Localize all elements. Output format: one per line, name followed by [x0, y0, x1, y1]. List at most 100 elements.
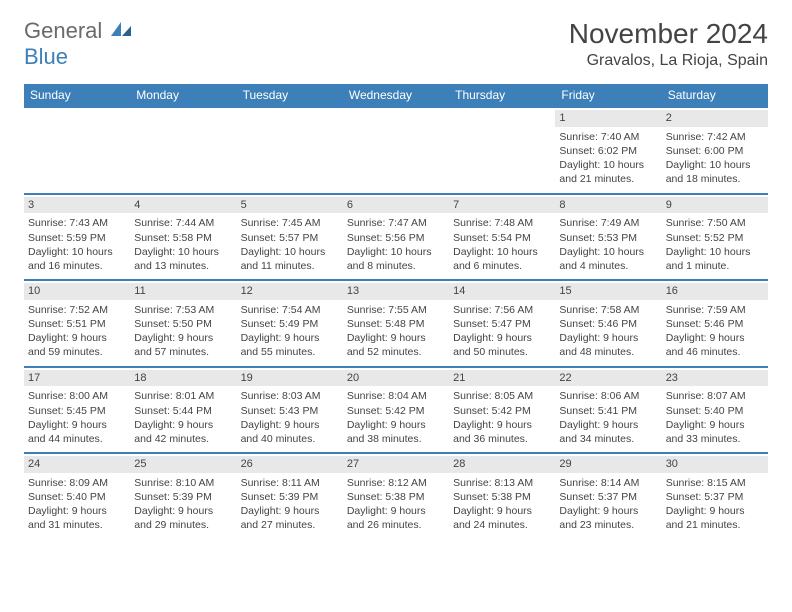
calendar-empty-cell — [24, 107, 130, 194]
weekday-header: Friday — [555, 84, 661, 107]
calendar-day-cell: 12Sunrise: 7:54 AMSunset: 5:49 PMDayligh… — [237, 280, 343, 367]
day-number: 27 — [343, 456, 449, 473]
calendar-table: SundayMondayTuesdayWednesdayThursdayFrid… — [24, 84, 768, 539]
calendar-day-cell: 4Sunrise: 7:44 AMSunset: 5:58 PMDaylight… — [130, 194, 236, 281]
day-number: 11 — [130, 283, 236, 300]
day-number: 17 — [24, 370, 130, 387]
calendar-day-cell: 1Sunrise: 7:40 AMSunset: 6:02 PMDaylight… — [555, 107, 661, 194]
sunset-text: Sunset: 5:38 PM — [347, 490, 445, 504]
daylight-text: and 40 minutes. — [241, 432, 339, 446]
calendar-day-cell: 20Sunrise: 8:04 AMSunset: 5:42 PMDayligh… — [343, 367, 449, 454]
daylight-text: Daylight: 9 hours — [559, 331, 657, 345]
sunrise-text: Sunrise: 8:01 AM — [134, 389, 232, 403]
calendar-day-cell: 28Sunrise: 8:13 AMSunset: 5:38 PMDayligh… — [449, 453, 555, 539]
sunset-text: Sunset: 5:58 PM — [134, 231, 232, 245]
day-number: 1 — [555, 110, 661, 127]
header: General Blue November 2024 Gravalos, La … — [24, 18, 768, 70]
sunrise-text: Sunrise: 7:55 AM — [347, 303, 445, 317]
daylight-text: Daylight: 10 hours — [666, 245, 764, 259]
calendar-day-cell: 13 Sunrise: 7:55 AMSunset: 5:48 PMDayligh… — [343, 280, 449, 367]
calendar-week-row: 10Sunrise: 7:52 AMSunset: 5:51 PMDayligh… — [24, 280, 768, 367]
sunrise-text: Sunrise: 7:58 AM — [559, 303, 657, 317]
calendar-day-cell: 9Sunrise: 7:50 AMSunset: 5:52 PMDaylight… — [662, 194, 768, 281]
daylight-text: and 52 minutes. — [347, 345, 445, 359]
sunset-text: Sunset: 5:47 PM — [453, 317, 551, 331]
sunrise-text: Sunrise: 8:04 AM — [347, 389, 445, 403]
title-block: November 2024 Gravalos, La Rioja, Spain — [569, 18, 768, 70]
daylight-text: and 11 minutes. — [241, 259, 339, 273]
calendar-day-cell: 17Sunrise: 8:00 AMSunset: 5:45 PMDayligh… — [24, 367, 130, 454]
day-number: 12 — [237, 283, 343, 300]
daylight-text: and 8 minutes. — [347, 259, 445, 273]
daylight-text: and 21 minutes. — [666, 518, 764, 532]
sunset-text: Sunset: 6:02 PM — [559, 144, 657, 158]
daylight-text: Daylight: 10 hours — [241, 245, 339, 259]
day-number: 13 — [343, 283, 449, 300]
sunset-text: Sunset: 5:56 PM — [347, 231, 445, 245]
sunrise-text: Sunrise: 8:11 AM — [241, 476, 339, 490]
daylight-text: and 46 minutes. — [666, 345, 764, 359]
calendar-day-cell: 30Sunrise: 8:15 AMSunset: 5:37 PMDayligh… — [662, 453, 768, 539]
sunset-text: Sunset: 5:38 PM — [453, 490, 551, 504]
weekday-header: Thursday — [449, 84, 555, 107]
daylight-text: Daylight: 10 hours — [134, 245, 232, 259]
logo-text-blue: Blue — [24, 44, 68, 69]
logo-sail-icon — [109, 20, 133, 38]
daylight-text: Daylight: 10 hours — [28, 245, 126, 259]
daylight-text: and 34 minutes. — [559, 432, 657, 446]
daylight-text: Daylight: 10 hours — [347, 245, 445, 259]
sunrise-text: Sunrise: 7:52 AM — [28, 303, 126, 317]
daylight-text: and 36 minutes. — [453, 432, 551, 446]
sunset-text: Sunset: 5:50 PM — [134, 317, 232, 331]
daylight-text: Daylight: 10 hours — [559, 158, 657, 172]
daylight-text: and 38 minutes. — [347, 432, 445, 446]
sunset-text: Sunset: 5:57 PM — [241, 231, 339, 245]
calendar-day-cell: 5Sunrise: 7:45 AMSunset: 5:57 PMDaylight… — [237, 194, 343, 281]
sunset-text: Sunset: 5:40 PM — [28, 490, 126, 504]
sunrise-text: Sunrise: 8:15 AM — [666, 476, 764, 490]
sunset-text: Sunset: 5:59 PM — [28, 231, 126, 245]
daylight-text: and 29 minutes. — [134, 518, 232, 532]
sunset-text: Sunset: 5:46 PM — [559, 317, 657, 331]
daylight-text: Daylight: 9 hours — [134, 418, 232, 432]
day-number: 20 — [343, 370, 449, 387]
daylight-text: and 48 minutes. — [559, 345, 657, 359]
sunset-text: Sunset: 5:42 PM — [347, 404, 445, 418]
daylight-text: Daylight: 9 hours — [453, 331, 551, 345]
daylight-text: Daylight: 9 hours — [347, 331, 445, 345]
daylight-text: and 55 minutes. — [241, 345, 339, 359]
sunset-text: Sunset: 5:41 PM — [559, 404, 657, 418]
calendar-day-cell: 8Sunrise: 7:49 AMSunset: 5:53 PMDaylight… — [555, 194, 661, 281]
daylight-text: Daylight: 9 hours — [347, 504, 445, 518]
sunrise-text: Sunrise: 7:44 AM — [134, 216, 232, 230]
calendar-day-cell: 16Sunrise: 7:59 AMSunset: 5:46 PMDayligh… — [662, 280, 768, 367]
sunset-text: Sunset: 5:42 PM — [453, 404, 551, 418]
calendar-day-cell: 24Sunrise: 8:09 AMSunset: 5:40 PMDayligh… — [24, 453, 130, 539]
sunset-text: Sunset: 5:37 PM — [666, 490, 764, 504]
calendar-day-cell: 27 Sunrise: 8:12 AMSunset: 5:38 PMDayligh… — [343, 453, 449, 539]
calendar-day-cell: 26Sunrise: 8:11 AMSunset: 5:39 PMDayligh… — [237, 453, 343, 539]
daylight-text: and 44 minutes. — [28, 432, 126, 446]
daylight-text: Daylight: 9 hours — [241, 504, 339, 518]
sunrise-text: Sunrise: 8:12 AM — [347, 476, 445, 490]
sunset-text: Sunset: 5:44 PM — [134, 404, 232, 418]
weekday-header: Sunday — [24, 84, 130, 107]
sunrise-text: Sunrise: 7:49 AM — [559, 216, 657, 230]
daylight-text: Daylight: 10 hours — [453, 245, 551, 259]
day-number: 22 — [555, 370, 661, 387]
empty-day-strip — [237, 110, 343, 125]
calendar-day-cell: 18Sunrise: 8:01 AMSunset: 5:44 PMDayligh… — [130, 367, 236, 454]
calendar-day-cell: 3Sunrise: 7:43 AMSunset: 5:59 PMDaylight… — [24, 194, 130, 281]
daylight-text: Daylight: 9 hours — [241, 331, 339, 345]
daylight-text: and 42 minutes. — [134, 432, 232, 446]
sunrise-text: Sunrise: 7:47 AM — [347, 216, 445, 230]
sunset-text: Sunset: 5:40 PM — [666, 404, 764, 418]
sunrise-text: Sunrise: 7:42 AM — [666, 130, 764, 144]
sunrise-text: Sunrise: 7:59 AM — [666, 303, 764, 317]
day-number: 21 — [449, 370, 555, 387]
calendar-day-cell: 19Sunrise: 8:03 AMSunset: 5:43 PMDayligh… — [237, 367, 343, 454]
calendar-empty-cell — [130, 107, 236, 194]
sunset-text: Sunset: 5:46 PM — [666, 317, 764, 331]
sunset-text: Sunset: 5:48 PM — [347, 317, 445, 331]
day-number: 10 — [24, 283, 130, 300]
